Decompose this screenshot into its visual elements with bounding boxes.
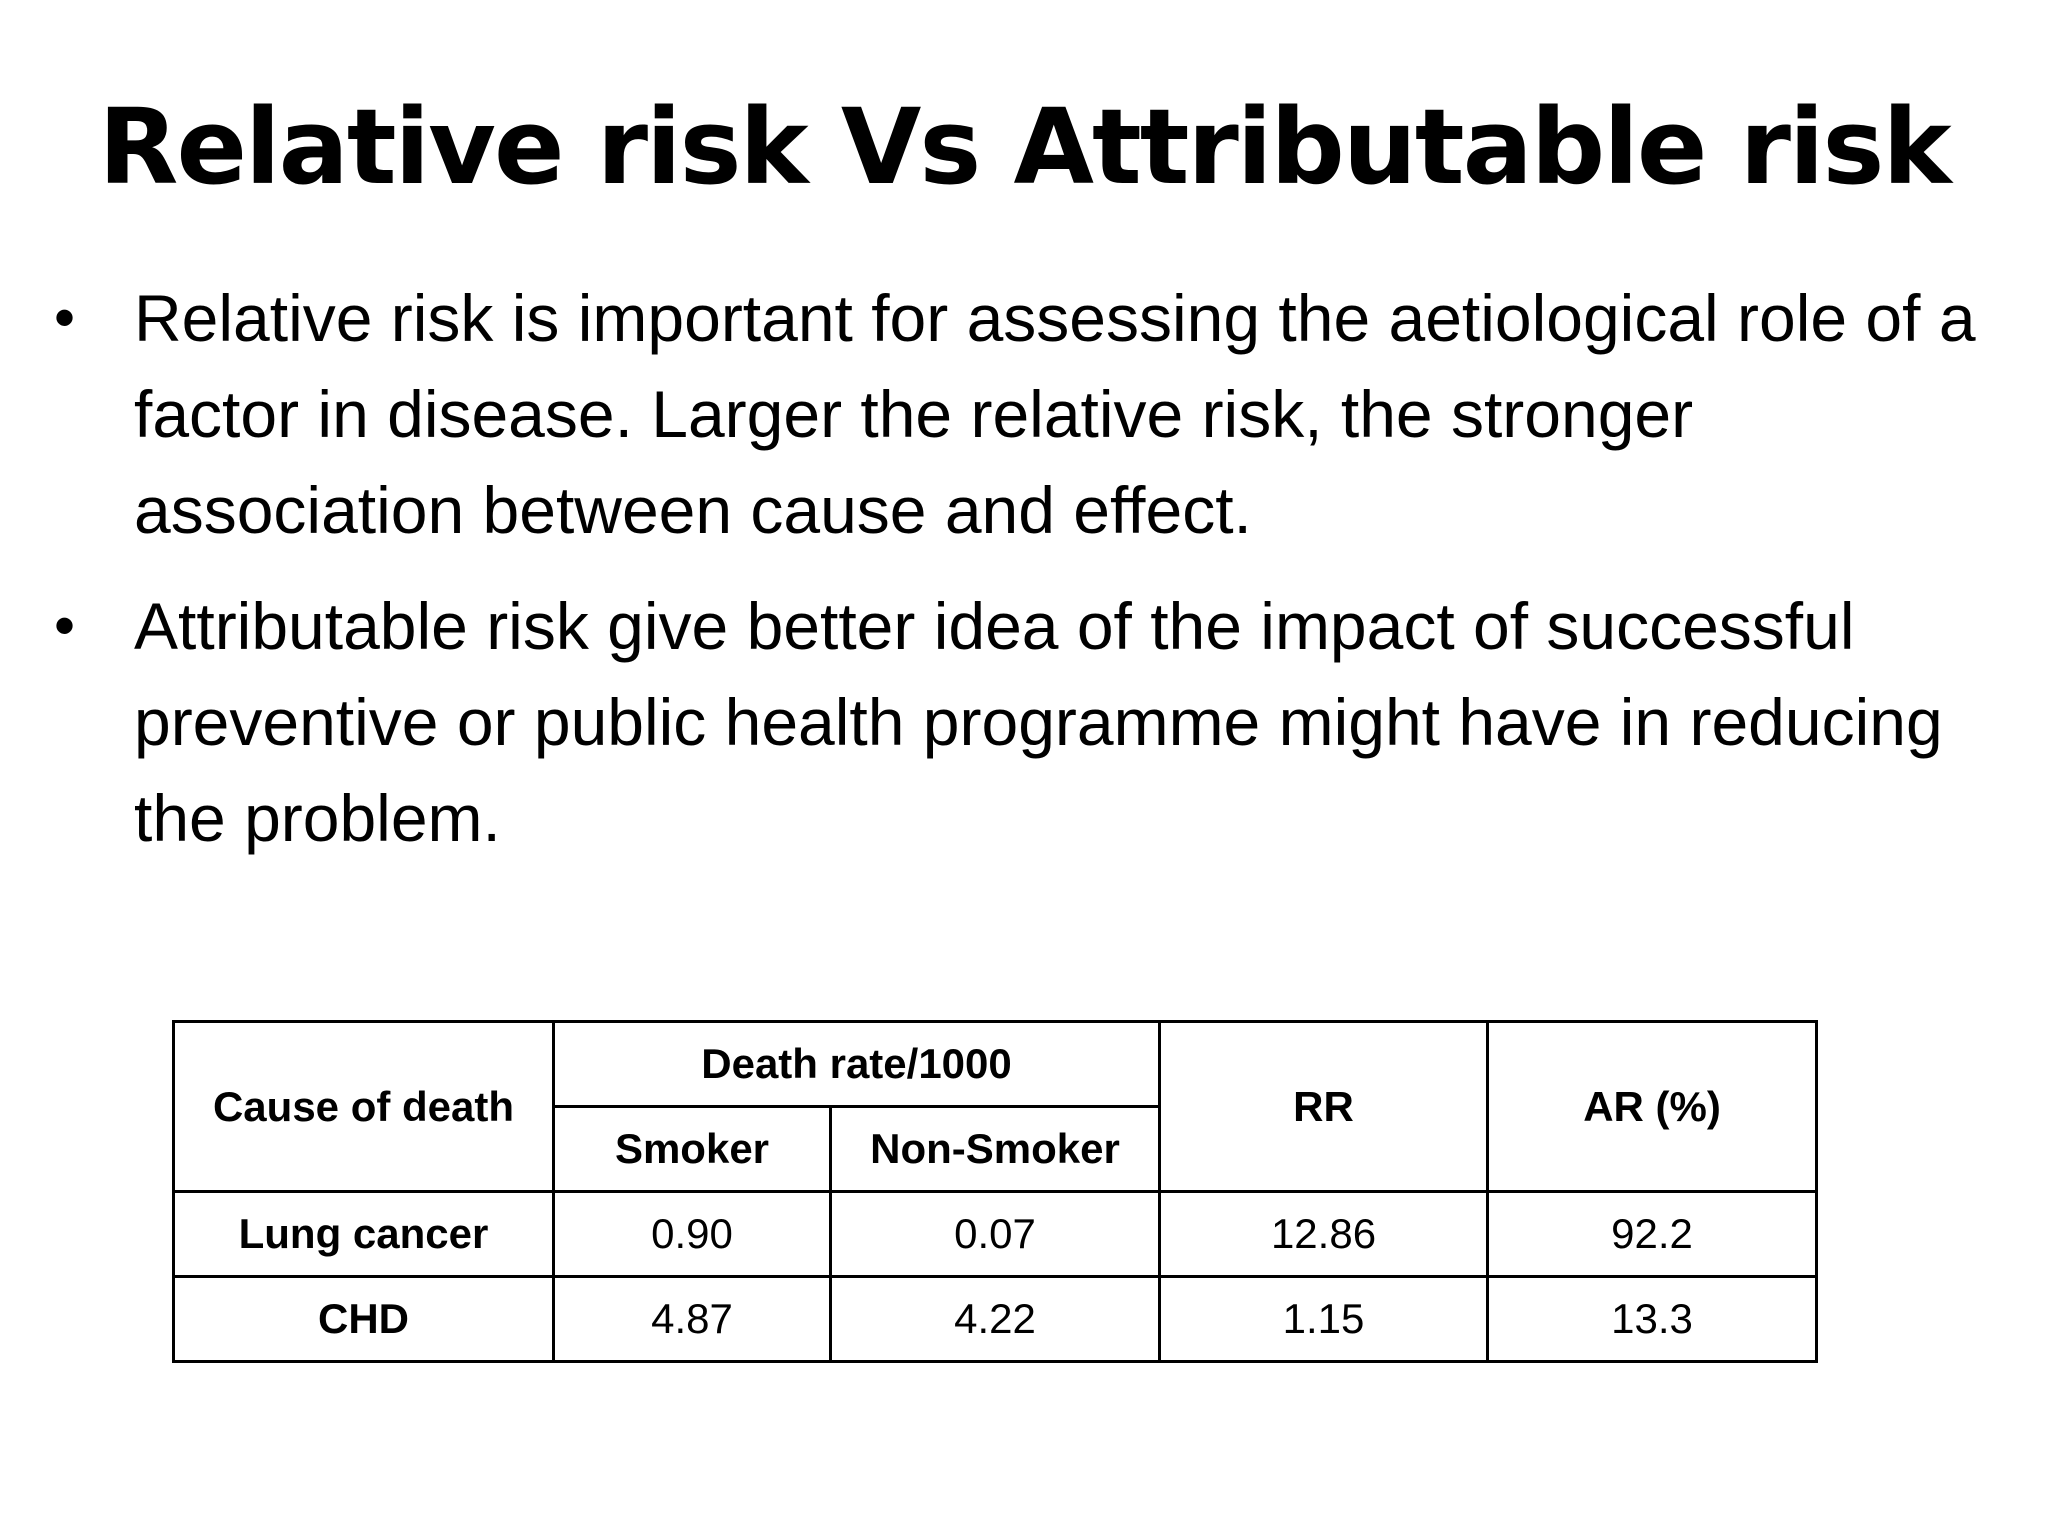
bullet-list: • Relative risk is important for assessi… — [50, 270, 2010, 886]
cell-non-smoker: 0.07 — [828, 1190, 1162, 1278]
cell-smoker: 0.90 — [552, 1190, 832, 1278]
header-non-smoker: Non-Smoker — [828, 1105, 1162, 1193]
cell-ar: 13.3 — [1486, 1275, 1819, 1363]
cell-ar: 92.2 — [1486, 1190, 1819, 1278]
table-row: CHD 4.87 4.22 1.15 13.3 — [172, 1275, 1819, 1363]
slide-title: Relative risk Vs Attributable risk — [98, 86, 1951, 208]
table-header-row: Cause of death Death rate/1000 RR AR (%) — [172, 1020, 1819, 1193]
cell-rr: 12.86 — [1158, 1190, 1490, 1278]
bullet-icon: • — [54, 284, 76, 351]
risk-table-container: Cause of death Death rate/1000 RR AR (%)… — [172, 1020, 1819, 1363]
header-smoker: Smoker — [552, 1105, 832, 1193]
cell-smoker: 4.87 — [552, 1275, 832, 1363]
cell-rr: 1.15 — [1158, 1275, 1490, 1363]
header-death-rate: Death rate/1000 — [551, 1020, 1162, 1108]
cell-cause: Lung cancer — [172, 1190, 555, 1278]
bullet-icon: • — [54, 592, 76, 659]
cell-non-smoker: 4.22 — [828, 1275, 1162, 1363]
table-subheader-row: Smoker Non-Smoker — [174, 1105, 1817, 1193]
header-rr: RR — [1158, 1020, 1490, 1193]
header-ar: AR (%) — [1486, 1020, 1819, 1193]
cell-cause: CHD — [172, 1275, 555, 1363]
bullet-text: Relative risk is important for assessing… — [134, 281, 1976, 547]
table-row: Lung cancer 0.90 0.07 12.86 92.2 — [172, 1190, 1819, 1278]
risk-table: Cause of death Death rate/1000 RR AR (%)… — [172, 1020, 1819, 1363]
bullet-item: • Relative risk is important for assessi… — [50, 270, 2010, 558]
bullet-item: • Attributable risk give better idea of … — [50, 578, 2010, 866]
header-cause-of-death: Cause of death — [172, 1020, 555, 1193]
bullet-text: Attributable risk give better idea of th… — [134, 589, 1943, 855]
